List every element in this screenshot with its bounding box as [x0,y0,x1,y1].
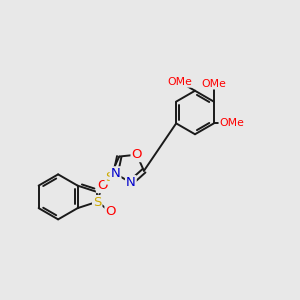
Text: S: S [106,171,114,184]
Text: O: O [131,148,142,161]
Text: O: O [106,206,116,218]
Text: O: O [97,179,107,192]
Text: OMe: OMe [201,79,226,88]
Text: OMe: OMe [167,77,192,87]
Text: S: S [93,196,101,209]
Text: N: N [126,176,136,189]
Text: N: N [111,167,120,180]
Text: OMe: OMe [219,118,244,128]
